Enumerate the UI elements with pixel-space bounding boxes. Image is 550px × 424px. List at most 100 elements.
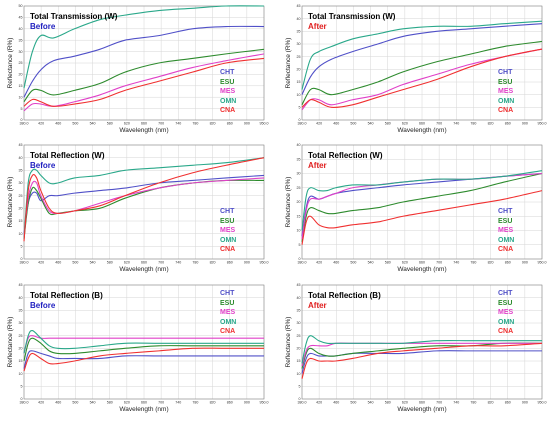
series-line-cht xyxy=(301,23,543,95)
x-tick-label: 950.0 xyxy=(260,401,269,405)
x-tick-label: 380.0 xyxy=(20,261,29,265)
chart-subtitle: Before xyxy=(30,301,56,310)
x-tick-label: 780 xyxy=(470,401,476,405)
x-tick-label: 460 xyxy=(55,122,61,126)
x-tick-label: 420 xyxy=(38,122,44,126)
x-tick-label: 700 xyxy=(158,401,164,405)
y-tick-label: 5 xyxy=(299,106,301,110)
x-tick-label: 460 xyxy=(55,401,61,405)
series-line-mes xyxy=(23,53,265,112)
x-tick-label: 780 xyxy=(192,401,198,405)
x-tick-label: 500 xyxy=(350,122,356,126)
x-tick-label: 950.0 xyxy=(260,261,269,265)
x-tick-label: 950.0 xyxy=(260,122,269,126)
y-axis-label: Reflectance (R%) xyxy=(285,177,292,228)
y-tick-label: 5 xyxy=(299,385,301,389)
x-tick-label: 820 xyxy=(210,401,216,405)
x-tick-label: 700 xyxy=(436,261,442,265)
x-tick-label: 420 xyxy=(316,401,322,405)
y-tick-label: 35 xyxy=(19,38,23,42)
legend-entry-esu: ESU xyxy=(498,78,513,86)
legend-entry-esu: ESU xyxy=(220,299,235,307)
x-tick-label: 700 xyxy=(436,122,442,126)
x-tick-label: 740 xyxy=(453,401,459,405)
chart-svg: 0 5 10 15 20 25 30 35 40 45 380.0 420 460 500 540 580 62… xyxy=(285,283,547,413)
x-tick-label: 740 xyxy=(453,122,459,126)
legend-entry-mes: MES xyxy=(498,309,514,317)
y-axis-label: Reflectance (R%) xyxy=(7,317,14,368)
y-tick-label: 40 xyxy=(297,296,301,300)
chart-title: Total Reflection (B) xyxy=(308,291,381,300)
chart-subtitle: After xyxy=(308,161,327,170)
chart-legend: CHT ESU MES OMN CNA xyxy=(498,207,514,255)
y-tick-label: 30 xyxy=(297,321,301,325)
y-tick-label: 45 xyxy=(19,16,23,20)
y-tick-label: 10 xyxy=(297,93,301,97)
y-tick-label: 35 xyxy=(297,30,301,34)
x-tick-label: 900 xyxy=(522,261,528,265)
x-tick-label: 660 xyxy=(141,122,147,126)
series-line-mes xyxy=(301,48,543,111)
chart-panel-5: 0 5 10 15 20 25 30 35 40 45 380.0 420 460 500 540 580 62… xyxy=(6,283,269,417)
series-line-cht xyxy=(23,350,264,369)
legend-entry-cna: CNA xyxy=(220,107,236,115)
y-tick-label: 15 xyxy=(19,219,23,223)
x-tick-label: 500 xyxy=(72,122,78,126)
chart-subtitle: Before xyxy=(30,22,56,31)
y-tick-label: 40 xyxy=(19,156,23,160)
x-tick-label: 740 xyxy=(175,122,181,126)
x-tick-label: 900 xyxy=(244,261,250,265)
x-axis-label: Wavelength (nm) xyxy=(397,266,446,273)
legend-entry-esu: ESU xyxy=(498,217,513,225)
legend-entry-omn: OMN xyxy=(220,318,237,326)
series-line-omn xyxy=(301,20,543,90)
x-tick-label: 820 xyxy=(210,261,216,265)
y-tick-label: 15 xyxy=(297,359,301,363)
x-tick-label: 420 xyxy=(316,122,322,126)
y-tick-label: 15 xyxy=(297,214,301,218)
x-tick-label: 460 xyxy=(333,122,339,126)
x-tick-label: 580 xyxy=(107,261,113,265)
x-tick-label: 500 xyxy=(72,401,78,405)
x-tick-label: 620 xyxy=(402,261,408,265)
x-tick-label: 420 xyxy=(38,401,44,405)
chart-panel-2: 0 5 10 15 20 25 30 35 40 45 380.0 420 460 500 540 580 62… xyxy=(284,4,547,138)
legend-entry-cna: CNA xyxy=(220,328,236,336)
y-tick-label: 25 xyxy=(297,334,301,338)
legend-entry-cna: CNA xyxy=(498,328,514,336)
x-tick-label: 620 xyxy=(402,401,408,405)
x-tick-label: 660 xyxy=(419,401,425,405)
y-tick-label: 10 xyxy=(297,229,301,233)
x-tick-label: 380.0 xyxy=(298,401,307,405)
plot-frame xyxy=(301,284,543,400)
y-tick-label: 30 xyxy=(297,172,301,176)
x-tick-label: 700 xyxy=(158,122,164,126)
series-line-cht xyxy=(23,25,265,98)
x-axis-label: Wavelength (nm) xyxy=(119,127,168,134)
chart-title: Total Transmission (W) xyxy=(308,12,396,21)
legend-entry-cht: CHT xyxy=(220,290,235,297)
x-tick-label: 700 xyxy=(436,401,442,405)
y-tick-label: 50 xyxy=(19,4,23,8)
y-tick-label: 25 xyxy=(19,334,23,338)
y-tick-label: 5 xyxy=(21,245,23,249)
x-tick-label: 860 xyxy=(227,122,233,126)
x-tick-label: 540 xyxy=(90,401,96,405)
x-tick-label: 860 xyxy=(505,401,511,405)
y-tick-label: 20 xyxy=(297,200,301,204)
x-tick-label: 540 xyxy=(368,401,374,405)
x-axis-label: Wavelength (nm) xyxy=(397,406,446,413)
legend-entry-mes: MES xyxy=(498,88,514,96)
legend-entry-cht: CHT xyxy=(220,208,235,215)
x-tick-label: 740 xyxy=(453,261,459,265)
y-tick-label: 20 xyxy=(297,347,301,351)
x-axis-label: Wavelength (nm) xyxy=(397,127,446,134)
y-tick-label: 45 xyxy=(19,143,23,147)
legend-entry-esu: ESU xyxy=(498,299,513,307)
series-line-esu xyxy=(301,40,543,106)
chart-panel-4: 0 5 10 15 20 25 30 35 40 380.0 420 460 500 540 580 620 6… xyxy=(284,143,547,277)
y-tick-label: 15 xyxy=(19,359,23,363)
x-tick-label: 900 xyxy=(522,401,528,405)
y-tick-label: 25 xyxy=(19,194,23,198)
legend-entry-cna: CNA xyxy=(498,246,514,254)
